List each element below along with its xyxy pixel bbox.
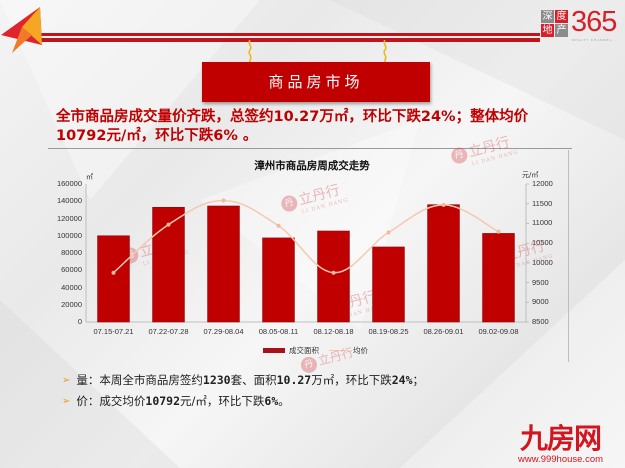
left-axis-tick: 140000 xyxy=(56,196,82,206)
left-axis-tick: 20000 xyxy=(61,299,82,309)
brand-name: 九房网 xyxy=(520,422,602,455)
right-axis-tick: 10000 xyxy=(532,257,553,267)
line-marker xyxy=(111,270,116,275)
line-marker xyxy=(221,198,226,203)
bar xyxy=(317,230,350,323)
x-axis-label: 08.12-08.18 xyxy=(313,327,354,336)
logo-365: 深 度 地 产 365 REALTY CHANNEL xyxy=(541,6,625,42)
right-axis-unit: 元/㎡ xyxy=(522,171,539,179)
bullet-volume: ➢ 量：本周全市商品房签约1230套、面积10.27万㎡，环比下跌24%； xyxy=(62,370,424,391)
divider xyxy=(48,148,572,149)
logo-subtitle: REALTY CHANNEL xyxy=(572,38,613,42)
section-banner: 商品房市场 xyxy=(202,62,430,102)
left-axis-tick: 160000 xyxy=(56,179,82,188)
legend-label-area: 成交面积 xyxy=(289,346,319,355)
legend-label-price: 均价 xyxy=(353,346,368,355)
line-marker xyxy=(276,223,281,228)
line-marker xyxy=(386,230,391,235)
legend-swatch-bar xyxy=(263,348,285,353)
footer-brand-logo: 九房网 www.999house.com xyxy=(518,422,604,466)
right-axis-tick: 12000 xyxy=(532,179,553,188)
headline: 全市商品房成交量价齐跌，总签约10.27万㎡，环比下跌24%；整体均价 1079… xyxy=(56,108,576,146)
left-axis-tick: 100000 xyxy=(56,230,82,240)
right-axis-tick: 8500 xyxy=(532,317,549,326)
line-marker xyxy=(496,229,501,234)
legend-swatch-line xyxy=(329,350,349,351)
bar xyxy=(262,237,295,323)
x-axis-label: 08.05-08.11 xyxy=(258,327,299,336)
bullet-list: ➢ 量：本周全市商品房签约1230套、面积10.27万㎡，环比下跌24%； ➢ … xyxy=(62,370,424,412)
line-marker xyxy=(166,222,171,227)
left-axis-tick: 40000 xyxy=(61,282,82,292)
headline-line-1: 全市商品房成交量价齐跌，总签约10.27万㎡，环比下跌24%；整体均价 xyxy=(56,109,529,125)
left-axis-tick: 0 xyxy=(77,317,82,326)
logo-char: 地 xyxy=(541,24,554,37)
logo-number: 365 xyxy=(571,6,617,38)
top-rail xyxy=(40,33,540,43)
x-axis-label: 07.22-07.28 xyxy=(148,327,189,336)
bullet-price: ➢ 价：成交均价10792元/㎡，环比下跌6%。 xyxy=(62,391,424,412)
logo-char: 深 xyxy=(541,10,554,23)
x-axis-label: 07.15-07.21 xyxy=(93,327,134,336)
brand-url: www.999house.com xyxy=(518,454,604,465)
bullet-arrow-icon: ➢ xyxy=(62,396,71,407)
x-axis-label: 08.19-08.25 xyxy=(368,327,409,336)
right-axis-tick: 10500 xyxy=(532,238,553,248)
right-axis-tick: 11500 xyxy=(532,198,553,208)
chart: 漳州市商品房周成交走势 ㎡ 元/㎡ 160000 140000 120000 1000… xyxy=(56,134,569,362)
paper-plane-icon xyxy=(1,7,42,53)
bar xyxy=(372,246,405,323)
line-marker xyxy=(441,202,446,207)
bar xyxy=(207,205,240,323)
right-axis-tick: 9000 xyxy=(532,297,549,307)
chart-title: 漳州市商品房周成交走势 xyxy=(254,160,370,172)
left-axis-unit: ㎡ xyxy=(86,173,93,181)
bar xyxy=(427,204,460,323)
left-axis-tick: 60000 xyxy=(61,265,82,275)
left-axis-tick: 80000 xyxy=(61,248,82,257)
logo-char: 产 xyxy=(555,24,568,37)
plot-area xyxy=(85,183,529,323)
bar xyxy=(482,233,515,323)
price-line xyxy=(113,199,499,274)
x-axis-label: 07.29-08.04 xyxy=(203,327,244,336)
bar xyxy=(97,235,130,323)
line-marker xyxy=(331,270,336,275)
logo-char: 度 xyxy=(555,10,568,23)
right-axis-tick: 11000 xyxy=(532,218,553,228)
right-axis-tick: 9500 xyxy=(532,277,549,287)
left-axis-tick: 120000 xyxy=(56,213,82,223)
headline-line-2: 10792元/㎡，环比下跌6% 。 xyxy=(56,128,258,144)
bullet-arrow-icon: ➢ xyxy=(62,375,71,386)
x-axis-label: 09.02-09.08 xyxy=(478,327,519,336)
chart-legend: 成交面积 均价 xyxy=(263,345,368,356)
x-axis-label: 08.26-09.01 xyxy=(423,327,464,336)
